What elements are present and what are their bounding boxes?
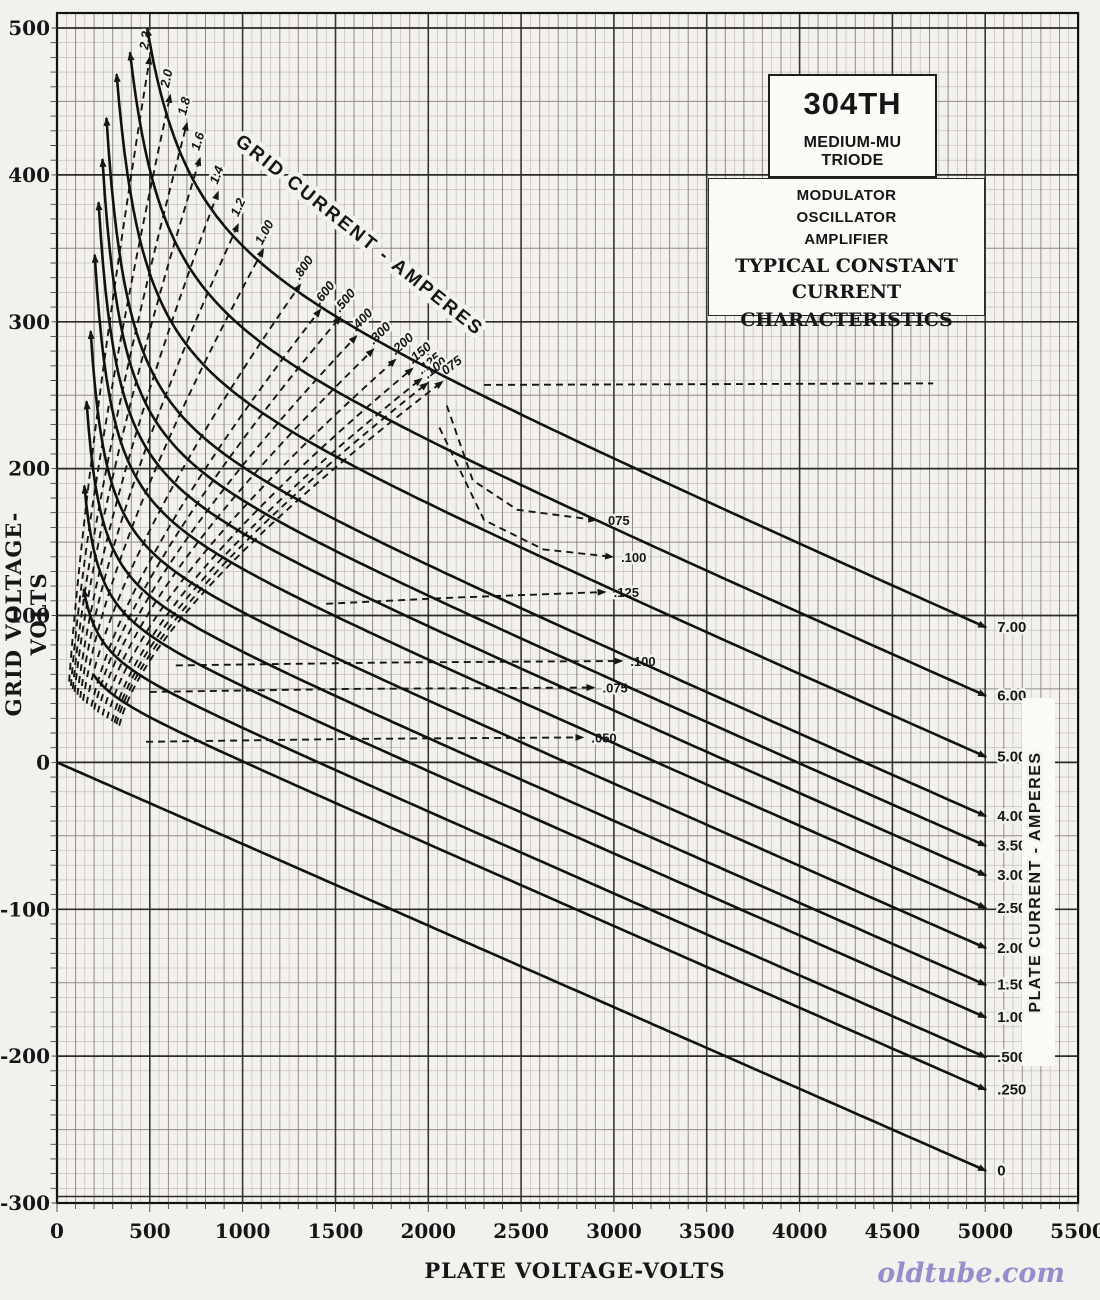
x-tick-label: 3000 [586, 1219, 642, 1243]
grid-current-line-label: .100 [621, 550, 646, 565]
x-tick-label: 2500 [493, 1219, 549, 1243]
grid-current-line [113, 377, 423, 723]
y-tick-label: -300 [0, 1191, 50, 1215]
x-tick-label: 1000 [215, 1219, 271, 1243]
plate-current-line [92, 673, 988, 1091]
y-tick-label: -100 [0, 897, 50, 921]
plate-current-line-label: 4.00 [997, 808, 1026, 825]
y-tick-label: 100 [8, 604, 50, 628]
plate-current-line [83, 400, 988, 986]
plate-current-line-label: 1.00 [997, 1009, 1026, 1026]
tube-role-oscillator: OSCILLATOR [796, 209, 897, 226]
tube-type: MEDIUM-MU TRIODE [803, 134, 902, 169]
chart-caption-line1: TYPICAL CONSTANT CURRENT [735, 255, 958, 303]
plate-current-line [56, 761, 988, 1172]
plate-current-line-label: 1.50 [997, 977, 1026, 994]
grid-current-line [149, 684, 596, 693]
grid-current-line-label: 1.2 [227, 195, 248, 218]
grid-current-line-label: 1.6 [188, 130, 208, 152]
plate-current-line-label: 3.00 [997, 867, 1026, 884]
x-tick-label: 2000 [400, 1219, 456, 1243]
plate-current-line-label: 7.00 [997, 619, 1026, 636]
x-tick-label: 500 [129, 1219, 171, 1243]
right-axis-strip [1022, 698, 1055, 1066]
grid-current-line-label: 1.00 [251, 217, 277, 247]
x-tick-label: 4500 [865, 1219, 921, 1243]
tube-role-modulator: MODULATOR [796, 187, 897, 204]
plate-current-line-label: 6.00 [997, 688, 1026, 705]
tube-role-amplifier: AMPLIFIER [804, 231, 889, 248]
grid-current-line [73, 156, 202, 693]
tube-model: 304TH [803, 86, 902, 121]
grid-current-line [115, 382, 429, 725]
y-axis-title: GRID VOLTAGE-VOLTS [1, 511, 51, 717]
y-tick-label: 400 [8, 163, 50, 187]
title-box: 304TH MEDIUM-MU TRIODE [768, 74, 937, 178]
y-tick-label: 500 [8, 16, 50, 40]
y-tick-label: 0 [36, 750, 50, 774]
title-sub-box: MODULATOR OSCILLATOR AMPLIFIER TYPICAL C… [708, 178, 985, 331]
grid-current-line-label: 1.8 [174, 95, 193, 117]
chart-caption-line2: CHARACTERISTICS [740, 309, 953, 331]
x-tick-label: 3500 [679, 1219, 735, 1243]
plate-current-line-label: 3.50 [997, 838, 1026, 855]
x-tick-label: 5500 [1050, 1219, 1100, 1243]
plate-current-line-label: .250 [997, 1081, 1026, 1098]
grid-current-line-label: .075 [602, 680, 627, 695]
y-tick-label: 200 [8, 457, 50, 481]
grid-current-line [483, 382, 934, 386]
y-tick-label: 300 [8, 310, 50, 334]
tick-labels: 0 500 1000 1500 2000 2500 3000 3500 4000 4500 5000… [0, 14, 1100, 1246]
x-axis-title: PLATE VOLTAGE-VOLTS [424, 1258, 726, 1283]
plate-current-line-label: 2.50 [997, 900, 1026, 917]
plate-current-lines [56, 27, 988, 1172]
right-axis-title: PLATE CURRENT - AMPERES [1027, 751, 1044, 1012]
watermark: oldtube.com [877, 1258, 1065, 1289]
plate-current-line [81, 588, 988, 1059]
plate-current-line-label: .500 [997, 1049, 1026, 1066]
grid-current-line [101, 348, 375, 716]
x-tick-label: 0 [50, 1219, 64, 1243]
x-tick-label: 5000 [957, 1219, 1013, 1243]
x-tick-label: 4000 [772, 1219, 828, 1243]
plate-current-line-label: 0 [997, 1162, 1005, 1179]
plate-current-line-label: 2.00 [997, 940, 1026, 957]
plot-border [50, 11, 1080, 1212]
y-tick-label: -200 [0, 1044, 50, 1068]
plate-current-line-label: 5.00 [997, 749, 1026, 766]
x-tick-label: 1500 [308, 1219, 364, 1243]
